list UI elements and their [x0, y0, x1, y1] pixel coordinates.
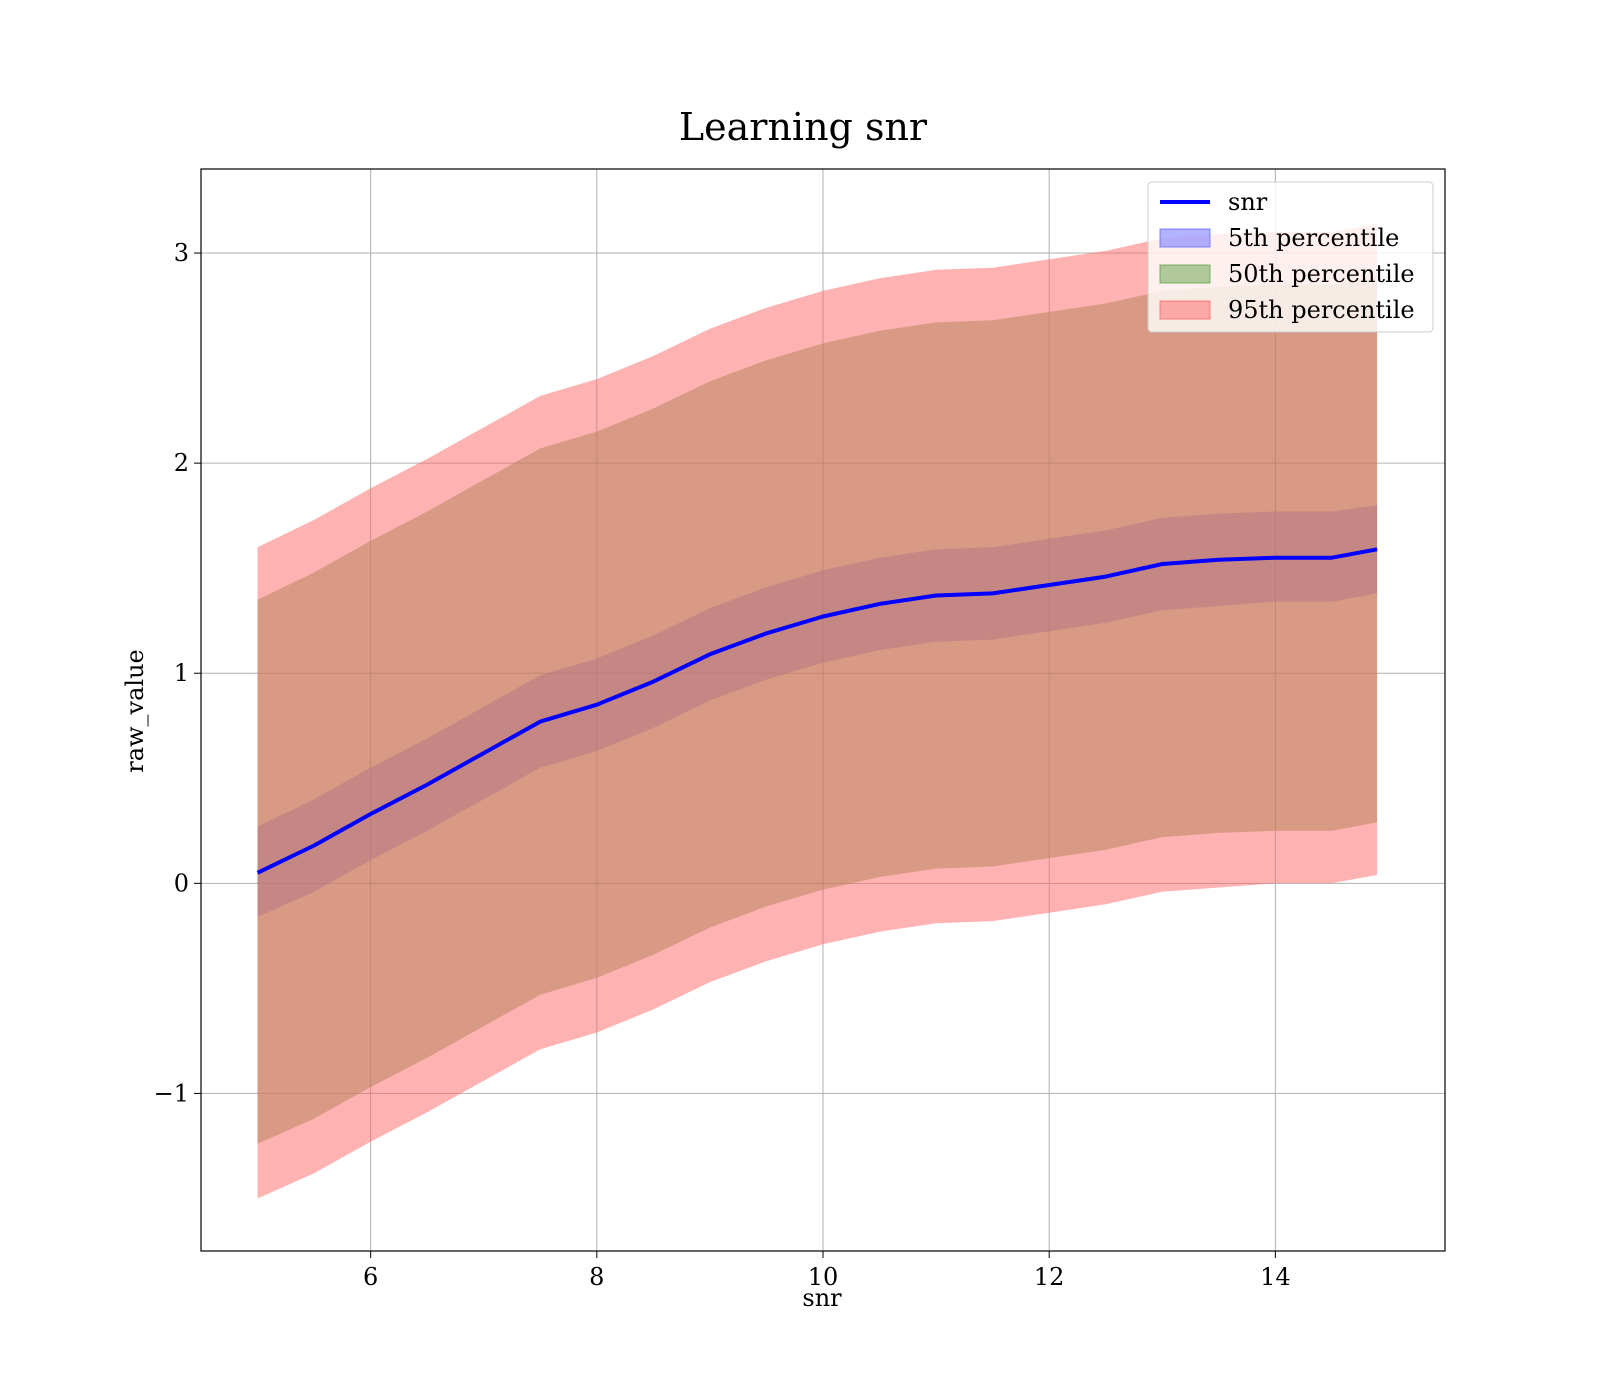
legend-box: [1147, 181, 1434, 333]
legend-swatch-patch: [1159, 300, 1211, 320]
y-tick-label: 0: [174, 869, 189, 897]
legend-label: 50th percentile: [1228, 260, 1415, 288]
x-tick-label: 14: [1260, 1263, 1291, 1291]
chart-title: Learning snr: [679, 105, 928, 149]
y-tick-label: 3: [174, 239, 189, 267]
legend-label: 95th percentile: [1228, 296, 1415, 324]
x-axis-label: snr: [802, 1284, 842, 1312]
series-line-snr: [256, 547, 1378, 875]
x-tick-label: 8: [589, 1263, 604, 1291]
legend-swatch-patch: [1159, 228, 1211, 248]
y-tick-label: 1: [174, 659, 189, 687]
legend-swatch-patch: [1159, 264, 1211, 284]
y-tick-label: 2: [174, 449, 189, 477]
x-tick-label: 6: [363, 1263, 378, 1291]
y-tick-label: −1: [154, 1079, 189, 1107]
legend-label: snr: [1228, 188, 1268, 216]
legend: snr 5th percentile 50th percentile 95th per…: [1147, 181, 1434, 333]
x-tick-label: 10: [808, 1263, 839, 1291]
x-tick-label: 12: [1034, 1263, 1065, 1291]
legend-label: 5th percentile: [1228, 224, 1399, 252]
y-axis-label: raw_value: [121, 649, 149, 773]
band-95th-percentile: [257, 223, 1378, 1199]
